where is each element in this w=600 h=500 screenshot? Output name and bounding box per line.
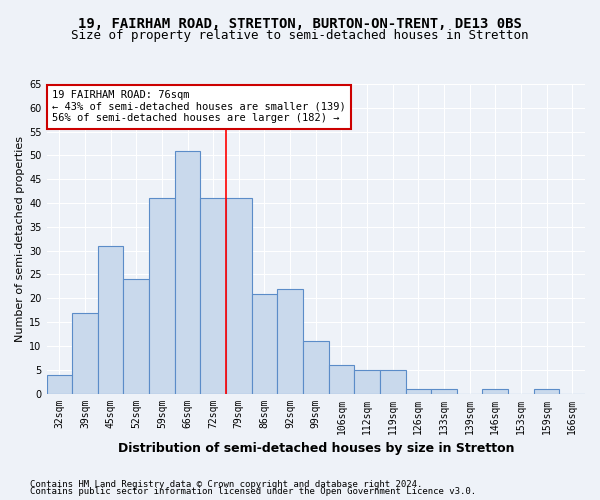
Bar	[354, 370, 380, 394]
Bar	[277, 289, 303, 394]
Bar	[149, 198, 175, 394]
Bar	[482, 389, 508, 394]
Text: Contains HM Land Registry data © Crown copyright and database right 2024.: Contains HM Land Registry data © Crown c…	[30, 480, 422, 489]
Text: 19, FAIRHAM ROAD, STRETTON, BURTON-ON-TRENT, DE13 0BS: 19, FAIRHAM ROAD, STRETTON, BURTON-ON-TR…	[78, 18, 522, 32]
Bar	[124, 280, 149, 394]
Bar	[98, 246, 124, 394]
Text: 19 FAIRHAM ROAD: 76sqm
← 43% of semi-detached houses are smaller (139)
56% of se: 19 FAIRHAM ROAD: 76sqm ← 43% of semi-det…	[52, 90, 346, 124]
Y-axis label: Number of semi-detached properties: Number of semi-detached properties	[15, 136, 25, 342]
Bar	[406, 389, 431, 394]
Bar	[72, 312, 98, 394]
Bar	[431, 389, 457, 394]
Bar	[380, 370, 406, 394]
Bar	[175, 150, 200, 394]
Bar	[534, 389, 559, 394]
Bar	[329, 365, 354, 394]
Bar	[251, 294, 277, 394]
Bar	[226, 198, 251, 394]
X-axis label: Distribution of semi-detached houses by size in Stretton: Distribution of semi-detached houses by …	[118, 442, 514, 455]
Bar	[47, 374, 72, 394]
Text: Size of property relative to semi-detached houses in Stretton: Size of property relative to semi-detach…	[71, 29, 529, 42]
Bar	[303, 341, 329, 394]
Text: Contains public sector information licensed under the Open Government Licence v3: Contains public sector information licen…	[30, 487, 476, 496]
Bar	[200, 198, 226, 394]
